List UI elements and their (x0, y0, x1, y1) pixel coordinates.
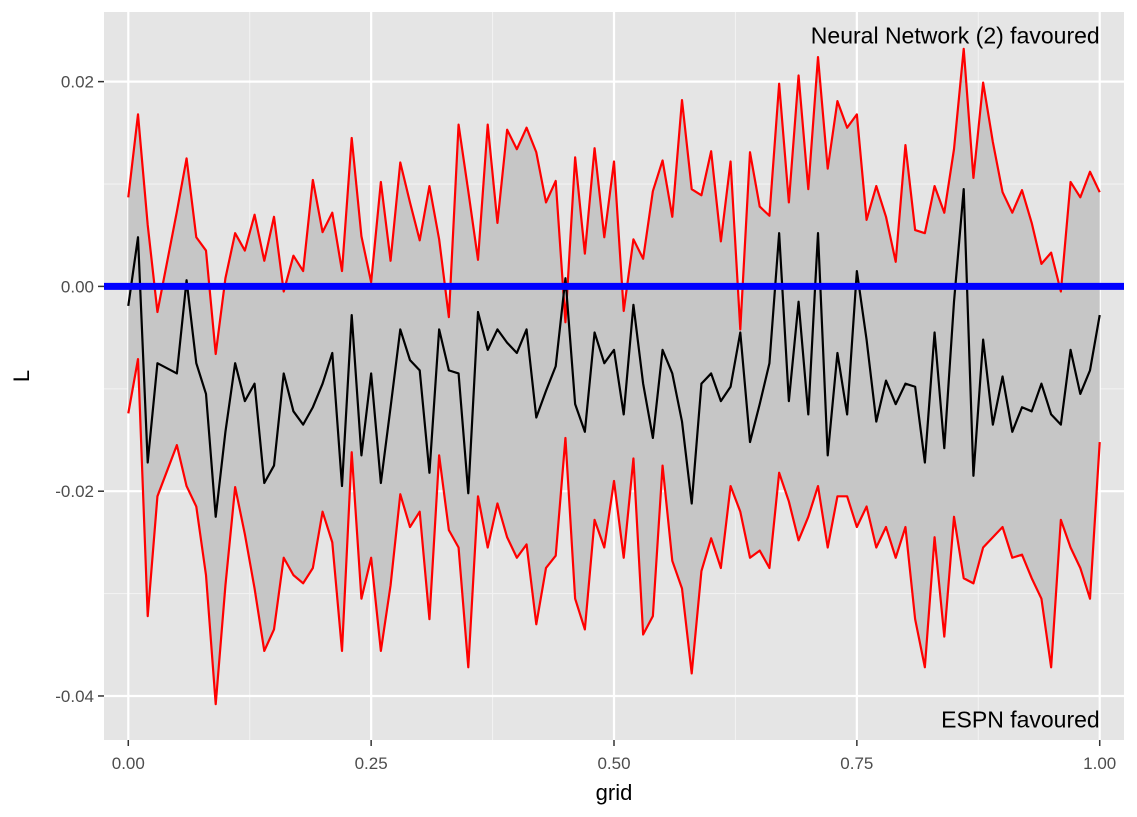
x-tick-label: 0.50 (597, 754, 630, 773)
annotation-top: Neural Network (2) favoured (811, 23, 1100, 49)
y-tick-label: -0.04 (55, 687, 94, 706)
annotation-bottom: ESPN favoured (941, 707, 1100, 733)
estimate-line (127, 188, 1101, 518)
lower-bound-line (127, 358, 1101, 706)
y-axis-title: L (9, 370, 34, 382)
x-tick-label: 0.00 (112, 754, 145, 773)
y-tick-label: 0.00 (61, 277, 94, 296)
x-tick-label: 0.25 (355, 754, 388, 773)
x-axis: 0.00 0.25 0.50 0.75 1.00 (112, 740, 1116, 773)
upper-bound-line (127, 47, 1101, 356)
x-axis-title: grid (596, 780, 633, 805)
confidence-band (128, 48, 1100, 705)
y-tick-label: -0.02 (55, 482, 94, 501)
x-tick-label: 1.00 (1083, 754, 1116, 773)
x-tick-label: 0.75 (840, 754, 873, 773)
y-axis: 0.02 0.00 -0.02 -0.04 (55, 73, 104, 706)
y-tick-label: 0.02 (61, 73, 94, 92)
